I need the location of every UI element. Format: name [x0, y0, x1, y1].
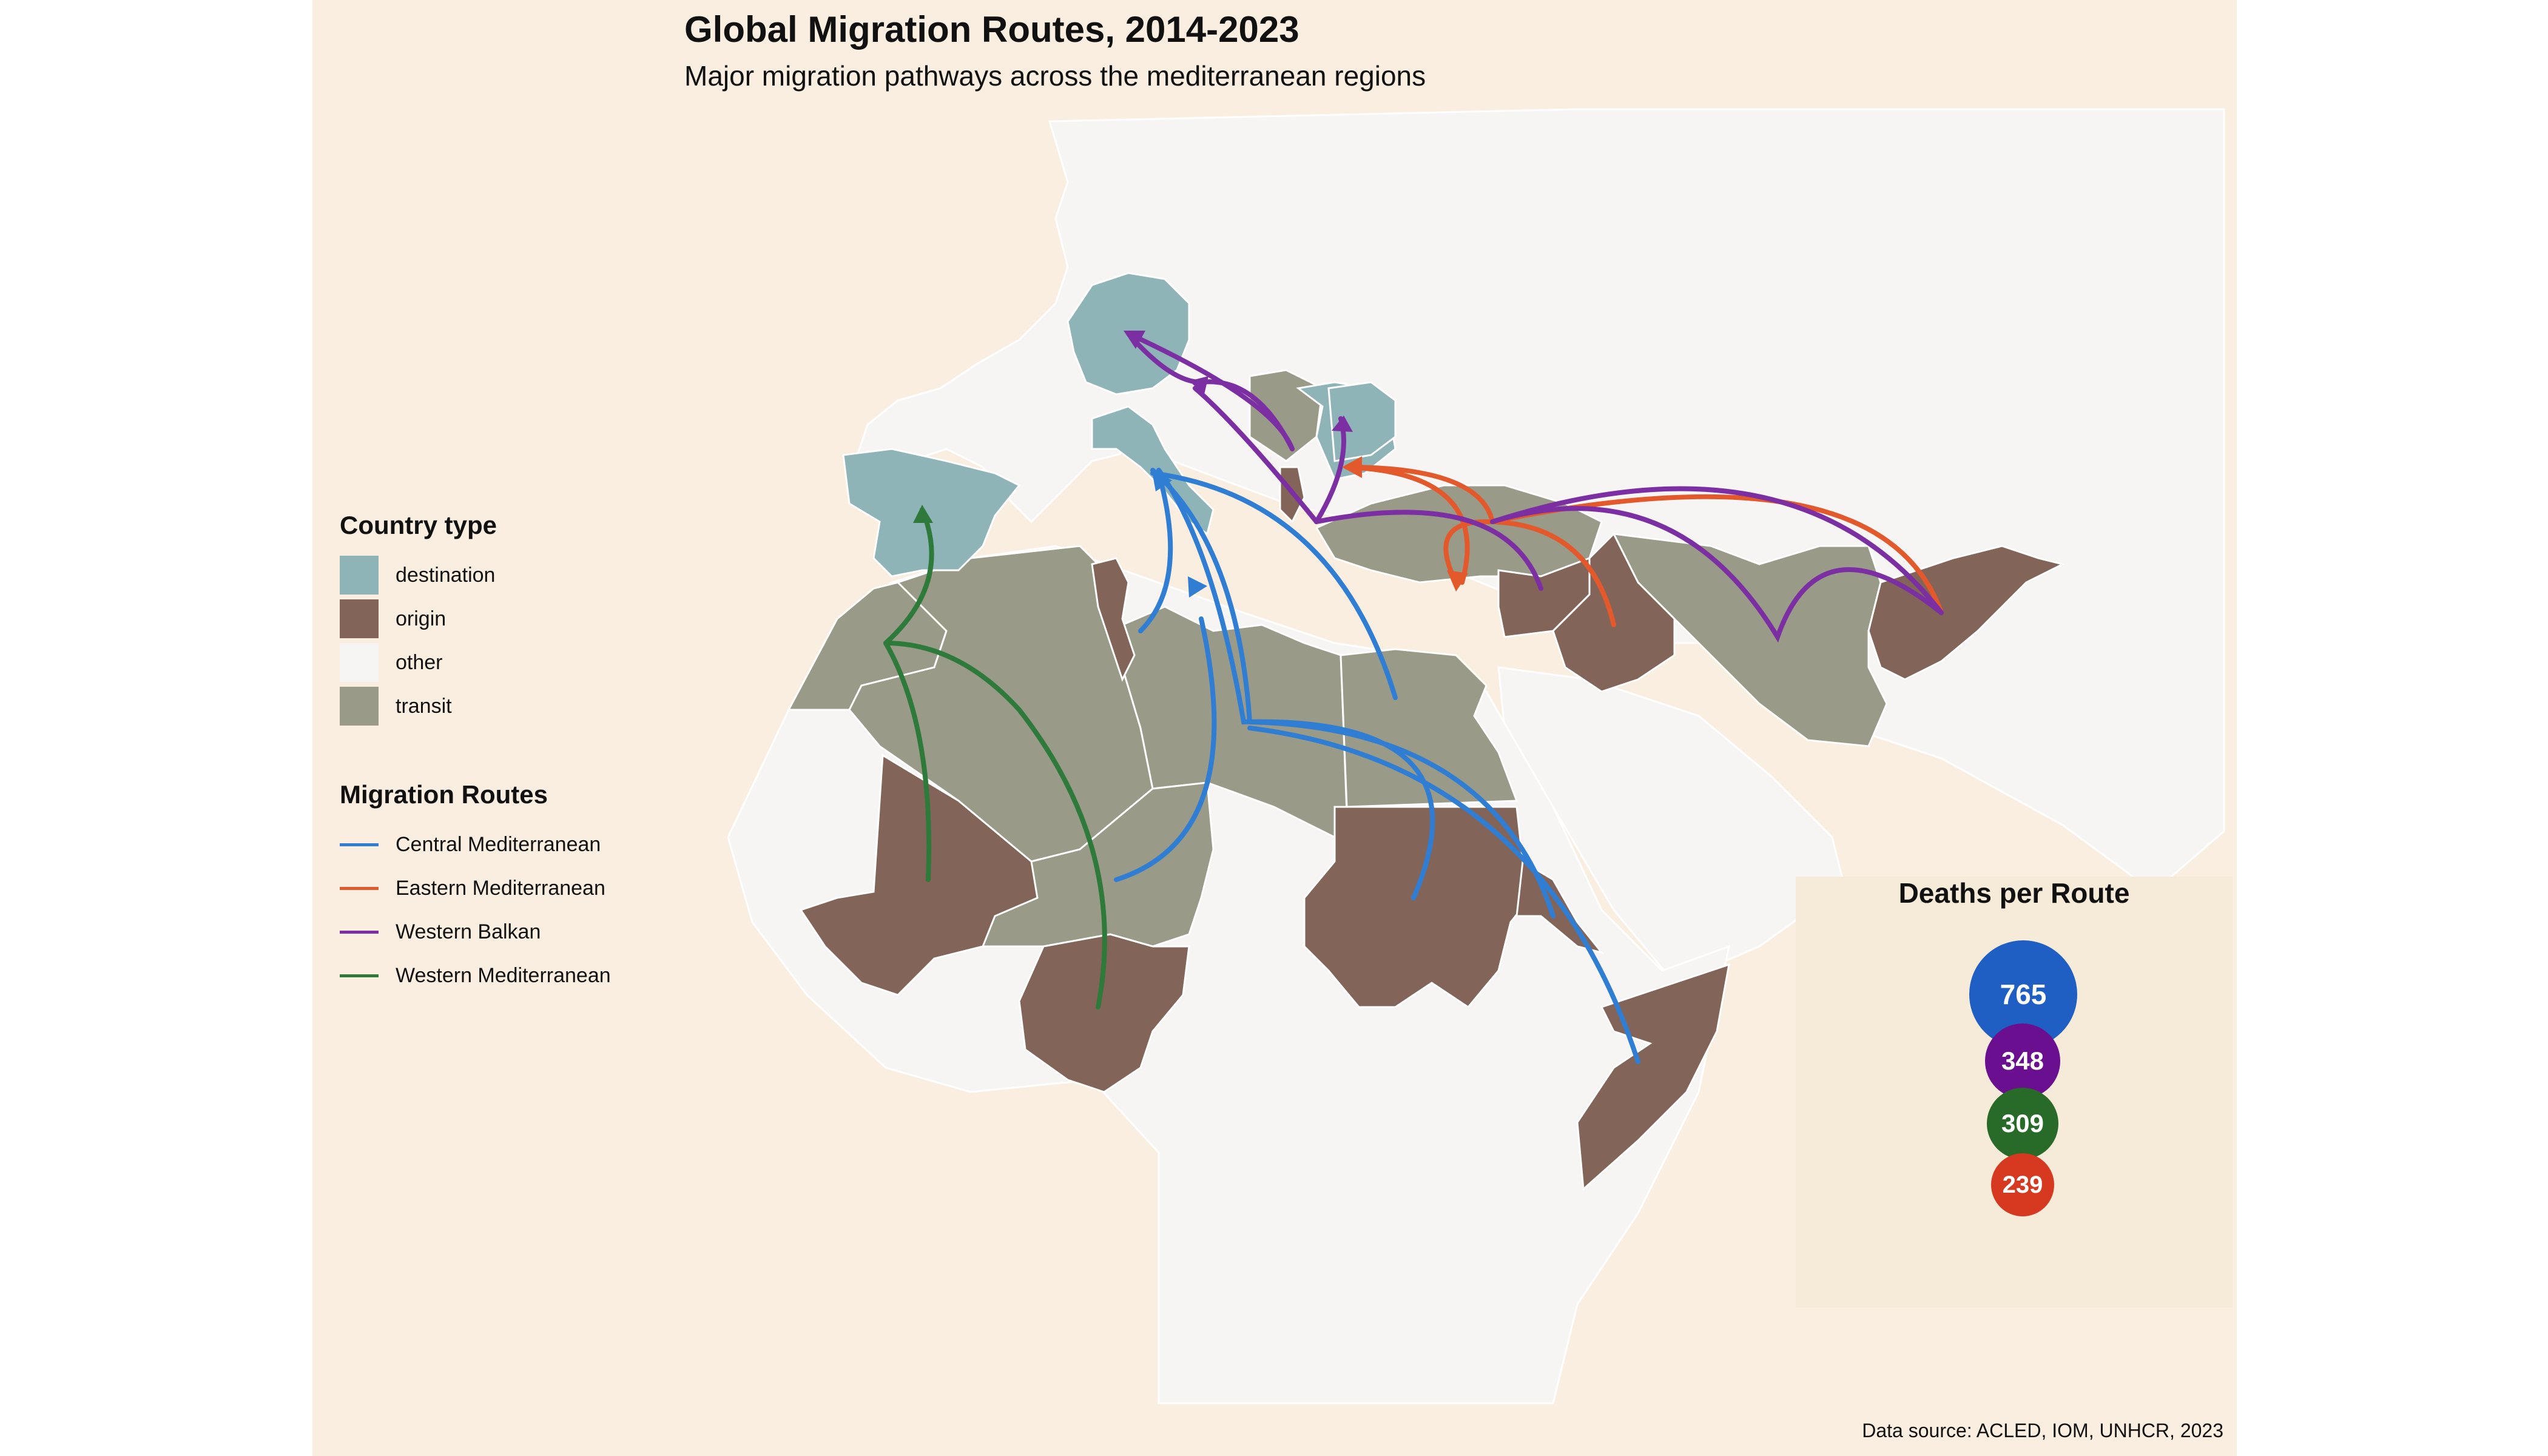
legend-swatch-transit [340, 687, 379, 726]
legend-country-title: Country type [340, 511, 497, 539]
legend-item-origin: origin [340, 597, 497, 641]
legend-line-eastern-med [340, 886, 379, 890]
legend-line-central-med [340, 843, 379, 846]
data-source-caption: Data source: ACLED, IOM, UNHCR, 2023 [1862, 1420, 2223, 1441]
legend-item-eastern-med: Eastern Mediterranean [340, 866, 611, 910]
route-central-med-1 [1114, 616, 1217, 882]
country-iraq [1552, 532, 1676, 693]
route-central-med-7 [1150, 471, 1398, 700]
legend-swatch-origin [340, 599, 379, 638]
route-central-med-6 [1150, 468, 1252, 724]
legend-line-western-med [340, 974, 379, 977]
country-iran [1612, 533, 1888, 747]
arrowhead-western-balkan-3 [1332, 416, 1353, 432]
route-central-med-2 [1138, 471, 1173, 633]
route-arrowheads [913, 331, 1468, 598]
country-nigeria [1018, 933, 1190, 1093]
deaths-title: Deaths per Route [1898, 877, 2130, 909]
legend-item-other: other [340, 641, 497, 684]
legend-label-transit: transit [396, 694, 452, 718]
arrowhead-central-med [1151, 468, 1172, 491]
country-mali [799, 753, 1039, 996]
route-western-balkan-3 [1314, 510, 1543, 591]
country-afghanistan [1867, 545, 2066, 681]
route-western-balkan-4 [1193, 386, 1319, 524]
legend-label-western-balkan: Western Balkan [396, 920, 541, 943]
chart-subtitle: Major migration pathways across the medi… [684, 60, 1426, 92]
legend-label-destination: destination [396, 563, 496, 587]
legend-country-type: Country type destination origin other tr… [340, 511, 497, 728]
arrowhead-eastern-med-2 [1447, 570, 1468, 592]
route-western-balkan-1 [1490, 486, 1944, 615]
legend-line-western-balkan [340, 930, 379, 934]
arrowhead-western-med [913, 505, 933, 523]
legend-item-central-med: Central Mediterranean [340, 823, 611, 866]
route-western-balkan-7 [1126, 331, 1295, 451]
route-western-med-3 [883, 507, 934, 645]
route-western-mediterranean [883, 507, 1107, 1009]
route-eastern-med-4 [1344, 465, 1495, 524]
deaths-bubble-western-balkan: 348 [1985, 1023, 2060, 1099]
route-western-med-2 [883, 641, 1107, 1009]
legend-label-other: other [396, 650, 443, 674]
chart-title: Global Migration Routes, 2014-2023 [684, 9, 1299, 50]
country-tunisia [1091, 557, 1136, 682]
deaths-per-route-panel: Deaths per Route 765 348 309 239 [1796, 877, 2233, 1307]
route-western-med-1 [883, 641, 932, 882]
legend-item-western-balkan: Western Balkan [340, 910, 611, 954]
route-central-med-5 [1247, 720, 1555, 918]
legend-routes-title: Migration Routes [340, 780, 548, 809]
legend-label-western-med: Western Mediterranean [396, 963, 611, 987]
legend-swatch-other [340, 643, 379, 682]
legend-swatch-destination [340, 556, 379, 595]
legend-label-origin: origin [396, 607, 447, 630]
arrowhead-western-balkan-2 [1189, 376, 1208, 394]
route-central-med-4 [1247, 726, 1640, 1064]
legend-label-eastern-med: Eastern Mediterranean [396, 876, 605, 900]
legend-item-transit: transit [340, 684, 497, 728]
country-egypt [1340, 648, 1518, 808]
legend-item-western-med: Western Mediterranean [340, 954, 611, 997]
country-spain [842, 448, 1021, 578]
legend-label-central-med: Central Mediterranean [396, 832, 601, 856]
route-western-balkan-2 [1490, 506, 1944, 643]
arrowhead-western-balkan [1124, 331, 1145, 349]
legend-migration-routes: Migration Routes Central Mediterranean E… [340, 780, 611, 997]
arrowhead-central-med-2 [1188, 576, 1207, 598]
country-somalia [1576, 963, 1730, 1191]
route-central-mediterranean [1114, 468, 1640, 1064]
deaths-bubble-eastern-med: 239 [1991, 1153, 2054, 1216]
arrowhead-eastern-med [1342, 456, 1362, 478]
legend-item-destination: destination [340, 553, 497, 597]
deaths-bubble-western-med: 309 [1987, 1088, 2058, 1159]
